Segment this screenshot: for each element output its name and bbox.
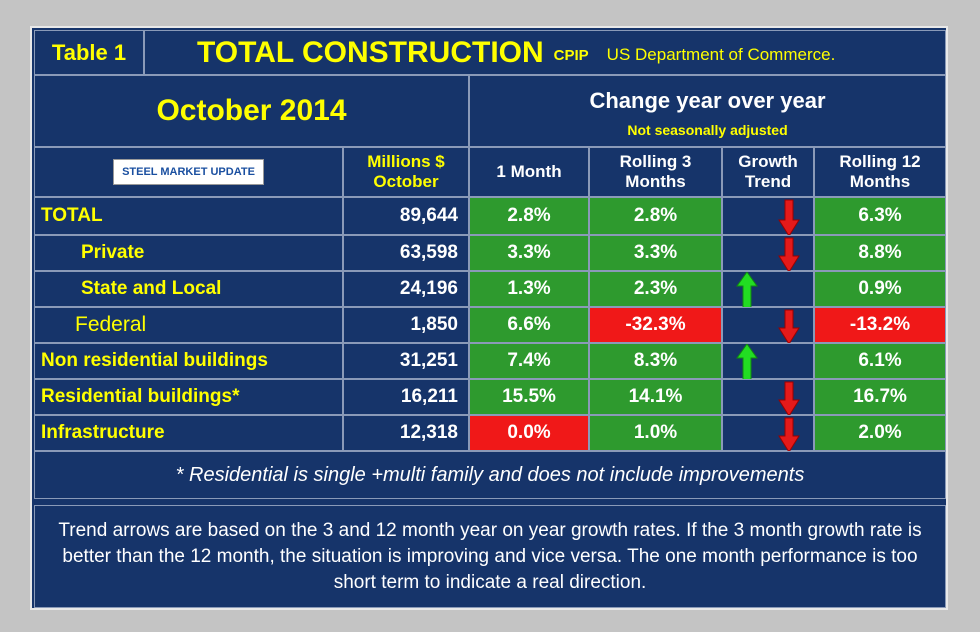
percent-cell: 6.6% bbox=[469, 307, 589, 343]
change-heading: Change year over year bbox=[589, 88, 826, 113]
percent-cell: -13.2% bbox=[814, 307, 946, 343]
percent-cell: 0.0% bbox=[469, 415, 589, 451]
trend-arrow bbox=[778, 417, 800, 452]
trend-cell bbox=[722, 271, 814, 308]
percent-cell: 15.5% bbox=[469, 379, 589, 415]
arrow bbox=[736, 344, 758, 380]
logo-cell: STEEL MARKET UPDATE bbox=[34, 147, 343, 197]
percent-cell: 1.3% bbox=[469, 271, 589, 307]
title-cell: TOTAL CONSTRUCTION CPIP US Department of C… bbox=[144, 30, 946, 75]
column-header: Rolling 3 Months bbox=[589, 147, 722, 197]
trend-arrow bbox=[736, 272, 758, 308]
row-label: Infrastructure bbox=[34, 415, 343, 451]
percent-cell: 2.3% bbox=[589, 271, 722, 307]
millions: 89,644 bbox=[343, 197, 469, 235]
percent-cell: 3.3% bbox=[469, 235, 589, 271]
table: Table 1 TOTAL CONSTRUCTION CPIP US Departme… bbox=[30, 26, 948, 610]
millions: 12,318 bbox=[343, 415, 469, 451]
millions: 1,850 bbox=[343, 307, 469, 343]
row-label: State and Local bbox=[34, 271, 343, 307]
percent-cell: 2.8% bbox=[589, 197, 722, 235]
trend-cell bbox=[722, 235, 814, 272]
arrow bbox=[736, 272, 758, 308]
percent-cell: 8.8% bbox=[814, 235, 946, 271]
title-suffix: CPIP bbox=[553, 47, 589, 64]
footnote: * Residential is single +multi family an… bbox=[34, 451, 946, 499]
trend-arrow bbox=[778, 381, 800, 416]
arrow bbox=[778, 417, 800, 452]
trend-arrow bbox=[778, 199, 800, 236]
source: US Department of Commerce. bbox=[606, 45, 836, 64]
logo: STEEL MARKET UPDATE bbox=[113, 159, 264, 185]
column-header: 1 Month bbox=[469, 147, 589, 197]
percent-cell: 8.3% bbox=[589, 343, 722, 379]
title: TOTAL CONSTRUCTION bbox=[197, 35, 544, 69]
row-label: TOTAL bbox=[34, 197, 343, 235]
arrow bbox=[778, 237, 800, 272]
percent-cell: -32.3% bbox=[589, 307, 722, 343]
trend-cell bbox=[722, 307, 814, 344]
row-label: Private bbox=[34, 235, 343, 271]
column-header: Millions $ October bbox=[343, 147, 469, 197]
column-header: Rolling 12 Months bbox=[814, 147, 946, 197]
trend-cell bbox=[722, 197, 814, 236]
percent-cell: 7.4% bbox=[469, 343, 589, 379]
period: October 2014 bbox=[34, 75, 469, 147]
explanation: Trend arrows are based on the 3 and 12 m… bbox=[34, 505, 946, 608]
percent-cell: 1.0% bbox=[589, 415, 722, 451]
arrow bbox=[778, 199, 800, 236]
millions: 16,211 bbox=[343, 379, 469, 415]
percent-cell: 2.0% bbox=[814, 415, 946, 451]
trend-arrow bbox=[778, 237, 800, 272]
trend-arrow bbox=[778, 309, 800, 344]
millions: 63,598 bbox=[343, 235, 469, 271]
percent-cell: 16.7% bbox=[814, 379, 946, 415]
column-header: Growth Trend bbox=[722, 147, 814, 197]
percent-cell: 6.3% bbox=[814, 197, 946, 235]
trend-cell bbox=[722, 379, 814, 416]
percent-cell: 6.1% bbox=[814, 343, 946, 379]
percent-cell: 0.9% bbox=[814, 271, 946, 307]
arrow bbox=[778, 381, 800, 416]
percent-cell: 2.8% bbox=[469, 197, 589, 235]
trend-cell bbox=[722, 415, 814, 452]
trend-cell bbox=[722, 343, 814, 380]
millions: 24,196 bbox=[343, 271, 469, 307]
millions: 31,251 bbox=[343, 343, 469, 379]
percent-cell: 14.1% bbox=[589, 379, 722, 415]
table-label: Table 1 bbox=[34, 30, 144, 75]
change-heading-cell: Change year over year Not seasonally adju… bbox=[469, 75, 946, 147]
percent-cell: 3.3% bbox=[589, 235, 722, 271]
trend-arrow bbox=[736, 344, 758, 380]
change-note: Not seasonally adjusted bbox=[627, 122, 788, 138]
row-label: Non residential buildings bbox=[34, 343, 343, 379]
row-label: Federal bbox=[34, 307, 343, 343]
arrow bbox=[778, 309, 800, 344]
row-label: Residential buildings* bbox=[34, 379, 343, 415]
